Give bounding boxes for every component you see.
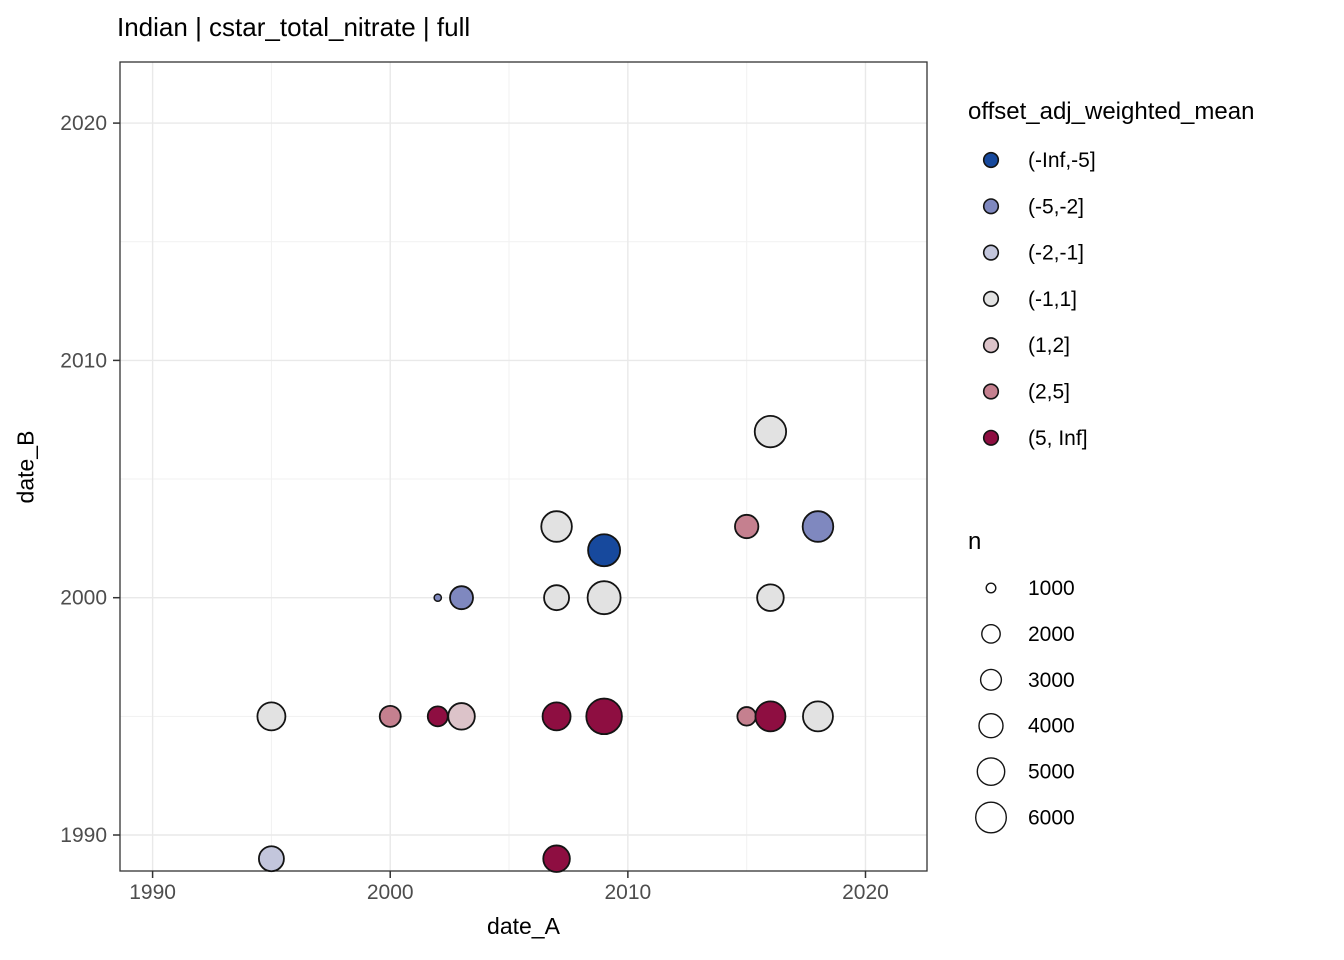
data-point: [447, 702, 476, 731]
legend-color-swatch: [982, 383, 1000, 400]
y-tick-label: 1990: [60, 824, 107, 847]
legend-size-label: 4000: [1028, 715, 1075, 738]
legend-color-swatch: [982, 198, 1000, 215]
data-point: [736, 706, 757, 727]
data-point: [754, 700, 787, 733]
plot-panel: [120, 62, 927, 871]
x-axis-title: date_A: [487, 913, 560, 939]
legend-size-label: 3000: [1028, 669, 1075, 692]
legend-color-swatch: [982, 151, 1000, 169]
data-point: [256, 701, 287, 732]
legend-size-swatch: [975, 801, 1008, 834]
panel-border: [119, 61, 928, 872]
legend-size-swatch: [981, 624, 1001, 644]
legend-size-label: 2000: [1028, 623, 1075, 646]
legend-size-swatch: [976, 757, 1006, 786]
legend-size-swatch: [979, 668, 1003, 691]
chart-title: Indian | cstar_total_nitrate | full: [117, 12, 471, 42]
data-point: [753, 414, 788, 449]
data-point: [378, 704, 402, 728]
data-point: [258, 845, 285, 873]
data-point: [802, 700, 834, 733]
legend-color-label: (-5,-2]: [1028, 195, 1084, 218]
data-point: [585, 697, 623, 736]
legend-color-swatch: [982, 244, 1000, 261]
legend-size-swatch: [985, 582, 997, 594]
x-tick-label: 2000: [367, 881, 414, 904]
y-axis-title: date_B: [12, 430, 39, 504]
legend-size-swatch: [978, 713, 1004, 739]
data-point: [542, 844, 571, 873]
legend-size-label: 6000: [1028, 807, 1075, 830]
legend-color-swatch: [982, 337, 1000, 354]
data-point: [426, 705, 449, 728]
size-legend-title: n: [968, 528, 982, 555]
legend-color-label: (1,2]: [1028, 334, 1070, 357]
legend-color-label: (2,5]: [1028, 381, 1070, 404]
legend-color-label: (-2,-1]: [1028, 242, 1084, 265]
data-point: [540, 510, 573, 543]
legend-color-label: (5, Inf]: [1028, 427, 1088, 450]
legend-size-label: 5000: [1028, 761, 1075, 784]
data-point: [756, 583, 785, 612]
data-point: [433, 593, 443, 603]
color-legend-title: offset_adj_weighted_mean: [968, 98, 1255, 125]
x-tick-label: 1990: [129, 881, 176, 904]
data-point: [734, 513, 760, 540]
legend-color-label: (-Inf,-5]: [1028, 149, 1096, 172]
y-tick-label: 2020: [60, 112, 107, 135]
legend-color-swatch: [982, 290, 1000, 308]
data-point: [587, 533, 621, 568]
x-tick-label: 2020: [842, 881, 889, 904]
y-tick-label: 2010: [60, 349, 107, 372]
y-tick-label: 2000: [60, 587, 107, 610]
legend-color-swatch: [982, 429, 1000, 446]
legend-size-label: 1000: [1028, 577, 1075, 600]
data-point: [543, 584, 570, 612]
x-tick-label: 2010: [605, 881, 652, 904]
data-point: [801, 510, 835, 543]
data-point: [449, 585, 474, 611]
legend-color-label: (-1,1]: [1028, 288, 1077, 311]
data-point: [586, 580, 622, 616]
data-point: [541, 701, 572, 732]
